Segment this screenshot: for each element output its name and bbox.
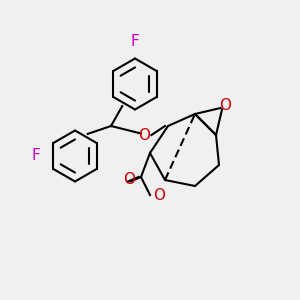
Text: O: O xyxy=(219,98,231,112)
Text: F: F xyxy=(32,148,40,164)
Text: O: O xyxy=(153,188,165,202)
Text: F: F xyxy=(130,34,140,50)
Text: O: O xyxy=(138,128,150,142)
Text: O: O xyxy=(123,172,135,188)
